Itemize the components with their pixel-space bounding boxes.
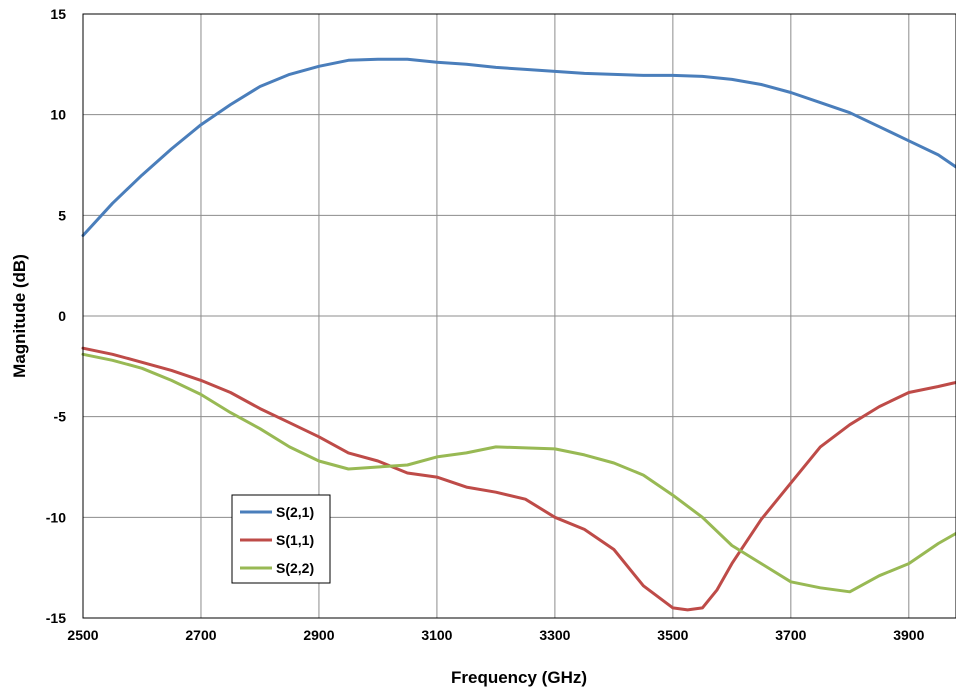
x-axis-title: Frequency (GHz) <box>451 668 587 687</box>
y-tick-label: 5 <box>58 207 66 223</box>
y-tick-label: 0 <box>58 308 66 324</box>
y-tick-labels: -15 -10 -5 0 5 10 15 <box>46 6 66 626</box>
series-line-0 <box>81 57 956 237</box>
x-tick-label: 3900 <box>893 627 924 643</box>
x-tick-label: 2500 <box>67 627 98 643</box>
series-line-2 <box>81 352 956 594</box>
x-tick-label: 3700 <box>775 627 806 643</box>
series-lines <box>81 57 956 612</box>
legend-label-0: S(2,1) <box>276 504 314 520</box>
legend-label-1: S(1,1) <box>276 532 314 548</box>
y-axis-title: Magnitude (dB) <box>10 254 29 378</box>
legend: S(2,1) S(1,1) S(2,2) <box>231 494 331 584</box>
y-tick-label: -5 <box>54 409 67 425</box>
x-tick-labels: 2500 2700 2900 3100 3300 3500 3700 3900 <box>67 627 924 643</box>
series-line-1 <box>81 346 956 612</box>
y-tick-label: -10 <box>46 509 66 525</box>
x-tick-label: 3500 <box>657 627 688 643</box>
x-tick-label: 3100 <box>421 627 452 643</box>
y-tick-label: 10 <box>50 107 66 123</box>
x-tick-label: 2900 <box>303 627 334 643</box>
y-tick-label: -15 <box>46 610 66 626</box>
x-tick-label: 3300 <box>539 627 570 643</box>
legend-label-2: S(2,2) <box>276 560 314 576</box>
y-tick-label: 15 <box>50 6 66 22</box>
plot-border <box>82 13 956 619</box>
x-tick-label: 2700 <box>185 627 216 643</box>
